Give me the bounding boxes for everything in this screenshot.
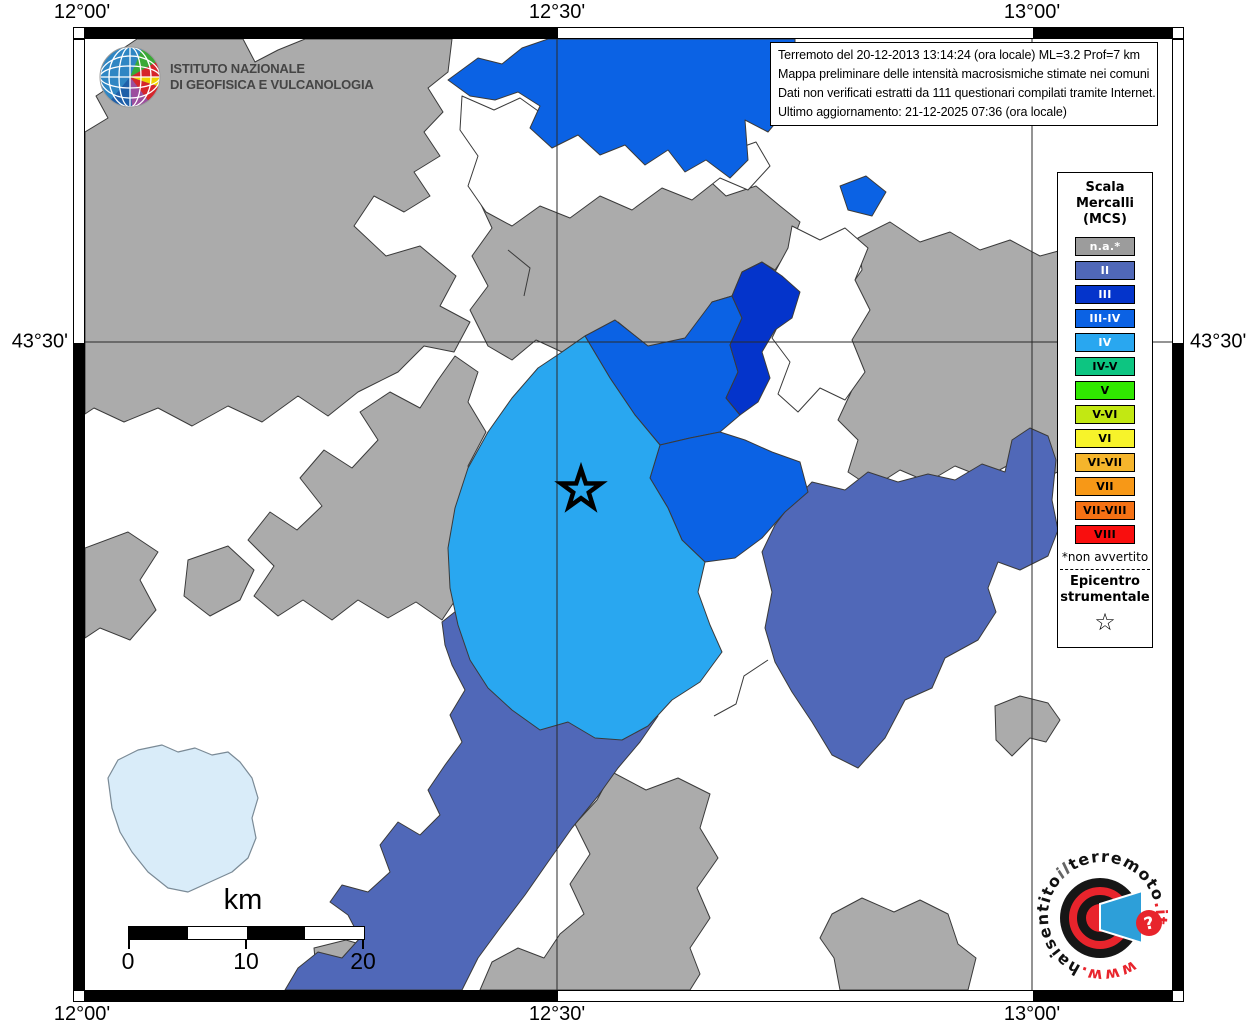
scale-label-10: 10 [233, 948, 259, 974]
logo-megaphone-icon [1099, 889, 1143, 945]
legend-title: Scala Mercalli (MCS) [1058, 173, 1152, 232]
scale-label-0: 0 [121, 948, 135, 974]
legend-title-line2: Mercalli [1075, 196, 1134, 211]
ingv-wordmark-line2: DI GEOFISICA E VULCANOLOGIA [170, 77, 374, 92]
epicenter-star [554, 461, 608, 513]
earthquake-info-box: Terremoto del 20-12-2013 13:14:24 (ora l… [770, 42, 1158, 126]
legend-title-line3: (MCS) [1083, 212, 1127, 227]
legend-swatch-VI: VI [1075, 429, 1135, 448]
legend-swatch-II: II [1075, 261, 1135, 280]
legend-items: n.a.* II III III-IV IV IV-V V V-VI VI VI-VII VII VI… [1058, 237, 1152, 544]
legend-swatch-VIII: VIII [1075, 525, 1135, 544]
frame-band-top [85, 27, 1172, 39]
info-line-maptype: Mappa preliminare delle intensità macros… [778, 67, 1150, 81]
ingv-wordmark-line1: ISTITUTO NAZIONALE [170, 61, 305, 76]
legend-swatch-III-IV: III-IV [1075, 309, 1135, 328]
scale-bar [128, 926, 365, 940]
axis-label-top-mid: 12°30' [528, 1, 586, 23]
logo-text-dot-it: .it [1150, 900, 1168, 927]
municipality-intensity-IV-epicentral [447, 335, 723, 741]
municipality-intensity-III [725, 261, 801, 416]
info-line-source: Dati non verificati estratti da 111 ques… [778, 86, 1156, 100]
epicenter-legend-star-icon: ☆ [1094, 608, 1116, 636]
logo-text-www: www. [1076, 957, 1140, 982]
legend-title-line1: Scala [1085, 180, 1125, 195]
scale-tick-20 [362, 940, 364, 949]
scale-tick-0 [128, 940, 130, 949]
legend-swatch-III: III [1075, 285, 1135, 304]
frame-band-right [1172, 39, 1184, 990]
municipalities-intensity-III-IV [447, 39, 887, 563]
legend-swatch-VII: VII [1075, 477, 1135, 496]
ingv-wordmark: ISTITUTO NAZIONALE DI GEOFISICA E VULCAN… [170, 61, 374, 93]
logo-question-circle [1136, 910, 1162, 936]
frame-corner-bottom-left [73, 990, 85, 1002]
legend-swatch-VII-VIII: VII-VIII [1075, 501, 1135, 520]
frame-band-bottom [85, 990, 1172, 1002]
logo-question-mark: ? [1142, 913, 1156, 935]
axis-label-top-left: 12°00' [53, 1, 111, 23]
legend-divider [1060, 569, 1150, 570]
legend-footnote: *non avvertito [1061, 550, 1149, 564]
legend-swatch-IV-V: IV-V [1075, 357, 1135, 376]
frame-corner-top-left [73, 27, 85, 39]
lake [107, 744, 259, 893]
haisentitoilterremoto-logo: ? www.haisentitoilterremoto.it [1036, 850, 1168, 982]
frame-corner-bottom-right [1172, 990, 1184, 1002]
info-line-event: Terremoto del 20-12-2013 13:14:24 (ora l… [778, 48, 1140, 62]
map-canvas [85, 39, 1172, 990]
legend-swatch-VI-VII: VI-VII [1075, 453, 1135, 472]
legend-swatch-V: V [1075, 381, 1135, 400]
frame-band-left [73, 39, 85, 990]
scale-label-20: 20 [350, 948, 376, 974]
epicenter-label-line2: strumentale [1060, 590, 1150, 605]
graticule [85, 39, 1172, 990]
axis-label-bottom-mid: 12°30' [528, 1003, 586, 1024]
legend-box: Scala Mercalli (MCS) n.a.* II III III-IV IV I… [1057, 172, 1153, 648]
epicenter-label-line1: Epicentro [1070, 574, 1140, 589]
axis-label-right: 43°30' [1190, 330, 1247, 353]
legend-swatch-IV: IV [1075, 333, 1135, 352]
legend-swatch-V-VI: V-VI [1075, 405, 1135, 424]
frame-corner-top-right [1172, 27, 1184, 39]
ingv-globe-icon [99, 46, 161, 108]
info-line-updated: Ultimo aggiornamento: 21-12-2025 07:36 (… [778, 105, 1067, 119]
legend-swatch-n.a.*: n.a.* [1075, 237, 1135, 256]
axis-label-bottom-right: 13°00' [1003, 1003, 1061, 1024]
axis-label-bottom-left: 12°00' [53, 1003, 111, 1024]
axis-label-top-right: 13°00' [1003, 1, 1061, 23]
scale-bar-unit-label: km [223, 884, 263, 916]
axis-label-left: 43°30' [11, 330, 68, 353]
ingv-logo: ISTITUTO NAZIONALE DI GEOFISICA E VULCAN… [98, 45, 374, 109]
scale-tick-10 [245, 940, 247, 949]
municipalities-not-felt [85, 39, 1063, 990]
